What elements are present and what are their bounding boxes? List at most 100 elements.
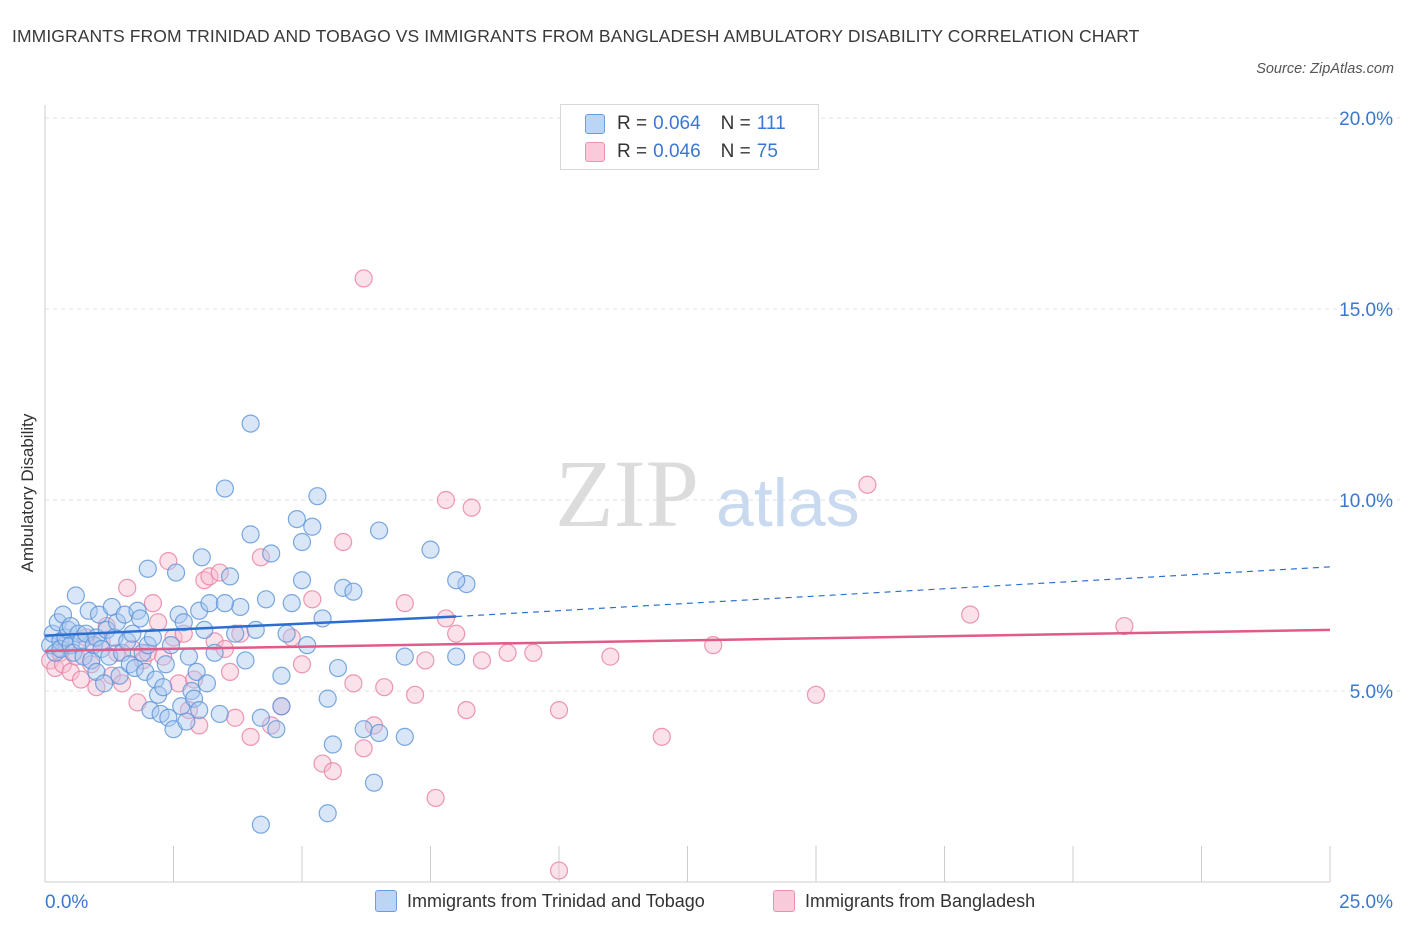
- legend-r-value: 0.064: [653, 113, 701, 134]
- legend-n-value: 75: [756, 141, 778, 162]
- legend-item-trinidad[interactable]: Immigrants from Trinidad and Tobago: [375, 890, 705, 912]
- source-label: Source: ZipAtlas.com: [1256, 61, 1394, 77]
- data-point: [652, 727, 671, 746]
- watermark-zip: ZIP: [555, 440, 699, 547]
- data-point: [447, 571, 466, 590]
- data-point: [118, 578, 137, 597]
- data-point: [313, 754, 332, 773]
- data-point: [292, 571, 312, 590]
- x-tick-label: 25.0%: [1339, 892, 1393, 913]
- data-point: [66, 586, 85, 605]
- legend-row-bangladesh: R = 0.046 N = 75: [585, 139, 778, 165]
- legend-n-value: 111: [756, 113, 786, 134]
- data-point: [334, 532, 353, 552]
- data-point: [161, 636, 181, 655]
- legend-item-bangladesh[interactable]: Immigrants from Bangladesh: [773, 890, 1035, 912]
- data-point: [262, 544, 281, 563]
- data-point: [200, 567, 219, 586]
- data-point: [138, 559, 157, 578]
- x-tick-label: 0.0%: [45, 892, 88, 913]
- data-point: [179, 647, 199, 666]
- trend-line-trinidad: [44, 615, 457, 637]
- data-point: [1115, 616, 1134, 636]
- data-point: [210, 704, 229, 724]
- data-point: [251, 548, 270, 567]
- data-point: [107, 613, 127, 632]
- data-point: [354, 269, 373, 288]
- data-point: [102, 666, 121, 685]
- trend-line-bangladesh: [44, 628, 1331, 653]
- data-point: [200, 594, 219, 613]
- data-point: [395, 594, 414, 613]
- data-point: [190, 700, 209, 720]
- data-point: [961, 605, 980, 624]
- legend-swatch-pink: [585, 142, 605, 162]
- data-point: [344, 674, 363, 693]
- data-point: [215, 479, 234, 498]
- y-tick-label: 15.0%: [1339, 300, 1393, 321]
- data-point: [148, 613, 168, 632]
- legend-r-value: 0.046: [653, 141, 701, 162]
- y-tick-label: 5.0%: [1350, 682, 1393, 703]
- data-point: [318, 689, 337, 708]
- data-point: [806, 685, 826, 704]
- legend-swatch-blue: [375, 890, 397, 912]
- data-point: [447, 647, 466, 666]
- chart-title: IMMIGRANTS FROM TRINIDAD AND TOBAGO VS I…: [12, 26, 1140, 46]
- data-point: [146, 670, 165, 689]
- data-point: [220, 567, 240, 586]
- data-point: [370, 723, 389, 743]
- data-point: [354, 720, 373, 739]
- y-tick-label: 20.0%: [1339, 109, 1393, 130]
- data-point: [364, 773, 384, 792]
- gridlines: [45, 117, 1400, 692]
- data-point: [184, 689, 204, 708]
- data-point: [498, 643, 517, 662]
- data-point: [472, 651, 491, 670]
- data-point: [256, 590, 276, 609]
- data-point: [215, 594, 234, 613]
- data-point: [426, 788, 445, 808]
- data-point: [130, 609, 150, 628]
- data-point: [858, 475, 877, 494]
- data-point: [524, 643, 543, 662]
- data-point: [334, 578, 353, 597]
- data-point: [457, 574, 476, 594]
- data-point: [292, 532, 312, 552]
- data-point: [308, 487, 327, 506]
- data-point: [123, 624, 142, 643]
- data-point: [125, 658, 145, 678]
- data-point: [231, 624, 250, 643]
- tick-labels: 5.0% 10.0% 15.0% 20.0% 0.0% 25.0%: [45, 109, 1393, 913]
- legend-row-trinidad: R = 0.064 N = 111: [585, 111, 786, 137]
- data-point: [436, 490, 456, 510]
- legend-r-label: R =: [617, 113, 648, 134]
- data-point: [549, 700, 569, 720]
- data-point: [236, 651, 255, 670]
- watermark-atlas: atlas: [716, 465, 860, 541]
- data-point: [190, 601, 209, 620]
- data-point: [143, 628, 163, 647]
- data-point: [251, 815, 270, 834]
- data-point: [226, 708, 245, 727]
- data-point: [220, 662, 240, 682]
- data-point: [447, 624, 466, 643]
- data-point: [287, 509, 306, 529]
- data-point: [303, 590, 322, 609]
- legend-swatch-pink: [773, 890, 795, 912]
- correlation-legend: R = 0.064 N = 111 R = 0.046 N = 75: [560, 104, 819, 170]
- data-point: [328, 658, 348, 678]
- series-trinidad-points: [41, 414, 476, 834]
- data-point: [282, 594, 301, 613]
- data-point: [303, 517, 322, 536]
- legend-n-label: N =: [720, 141, 751, 162]
- legend-r-label: R =: [617, 141, 648, 162]
- data-point: [192, 548, 211, 567]
- y-tick-label: 10.0%: [1339, 491, 1393, 512]
- data-point: [344, 582, 363, 601]
- data-point: [272, 666, 291, 685]
- data-point: [156, 655, 175, 674]
- data-point: [177, 712, 196, 731]
- series-legend: Immigrants from Trinidad and Tobago Immi…: [0, 890, 1406, 916]
